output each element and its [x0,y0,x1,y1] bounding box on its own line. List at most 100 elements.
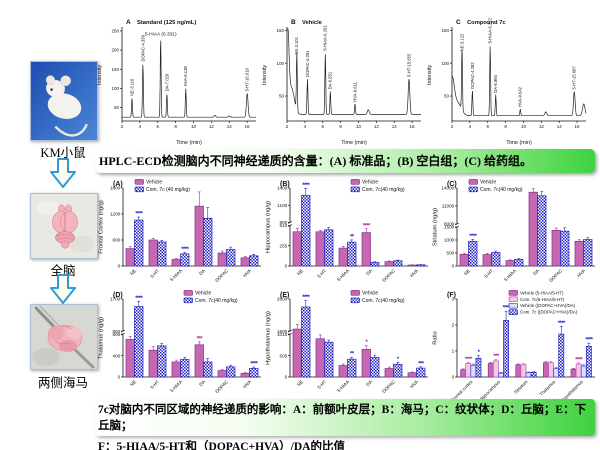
svg-text:8: 8 [174,124,177,129]
bar [470,364,477,378]
svg-text:***: *** [197,336,203,342]
svg-text:150: 150 [276,28,284,33]
svg-text:Com. 7c(5-HIAA/5-HT): Com. 7c(5-HIAA/5-HT) [520,297,565,302]
bar [384,261,394,267]
bar [393,363,403,378]
svg-text:NE-3.122: NE-3.122 [459,33,464,51]
bar [301,195,311,267]
svg-text:*: * [478,350,481,356]
bar [416,264,426,267]
whole-brain-photo [30,193,98,259]
svg-text:14: 14 [227,124,233,129]
svg-text:Hypothalamus (ng/g): Hypothalamus (ng/g) [266,311,272,365]
svg-text:5-HT: 5-HT [149,379,160,390]
bars: **** [459,188,593,267]
svg-text:DA-7.029: DA-7.029 [164,73,169,91]
svg-text:5-HT: 5-HT [483,268,494,279]
svg-text:HVA: HVA [409,379,420,390]
hippocampus-photo [30,304,98,370]
svg-text:12: 12 [539,124,545,129]
svg-text:****: **** [250,362,258,368]
svg-text:HVA: HVA [409,268,420,279]
chromatogram-vehicle: 50 100 150 2 4 6 8 10 12 14 16 Time (min) Intensity B… [260,16,425,152]
svg-text:Striatum (ng/g): Striatum (ng/g) [433,208,439,246]
svg-text:Thalamus (ng/g): Thalamus (ng/g) [99,317,105,359]
svg-text:8: 8 [339,124,342,129]
chromatogram-standard: 50 100 150 200 250 2 4 6 8 10 12 14 16 Time (min) Inte… [95,16,260,152]
svg-text:50: 50 [279,94,285,99]
bar [370,357,380,378]
bar [491,252,501,267]
svg-text:10: 10 [356,124,362,129]
bars: *********** [125,296,259,378]
bar [292,328,302,378]
svg-text:5-HT-16.019: 5-HT-16.019 [245,67,250,91]
svg-text:5-HT: 5-HT [316,268,327,279]
bar [498,372,504,378]
bar [324,341,334,378]
svg-text:****: **** [135,296,143,302]
bar [520,364,527,378]
svg-text:850: 850 [113,329,121,334]
bar [583,239,593,267]
svg-text:DA: DA [532,268,541,277]
bar [551,230,561,267]
bar [515,364,522,378]
svg-text:10: 10 [521,124,527,129]
svg-text:Vehicle: Vehicle [480,179,496,185]
bar [171,361,181,378]
bar [249,255,259,267]
whole-brain-label: 全脑 [50,264,76,278]
svg-text:DOPAC: DOPAC [214,268,229,283]
svg-text:Vehicle: Vehicle [195,290,211,296]
svg-text:510: 510 [280,223,288,228]
svg-text:A: A [126,19,131,26]
svg-text:Frontal cortex: Frontal cortex [450,379,474,400]
svg-text:1700: 1700 [110,297,121,302]
svg-text:****: **** [585,338,593,344]
svg-text:NE: NE [463,268,471,276]
bar [180,253,190,267]
svg-text:Com. 7c(40 mg/kg): Com. 7c(40 mg/kg) [362,298,405,304]
svg-text:****: **** [469,234,477,240]
svg-text:14: 14 [392,124,398,129]
bar-chart-ratio: 0 1 2 3 Ratio (F) **** *** **** * **** **** **** Fron… [431,289,598,405]
svg-text:NE-3.101: NE-3.101 [294,36,299,54]
svg-text:2: 2 [452,323,455,328]
hippocampus-label: 两侧海马 [37,376,88,390]
svg-text:DA: DA [198,379,207,388]
svg-text:HVA: HVA [576,268,587,279]
bar [570,368,577,378]
bars: **** **** [125,191,259,267]
bar [503,319,509,378]
svg-text:6: 6 [156,124,159,129]
svg-text:12: 12 [209,124,215,129]
svg-text:HVA-9.642: HVA-9.642 [518,86,523,107]
svg-text:11000: 11000 [442,204,455,209]
legend: Vehicle Com. 7c(40 mg/kg) [468,179,523,193]
bar [338,247,348,267]
svg-text:Hippocampus: Hippocampus [478,379,502,400]
bar [240,372,250,378]
svg-text:****: **** [575,357,583,363]
svg-text:****: **** [558,321,566,327]
svg-text:50: 50 [444,94,450,99]
bar [459,253,469,267]
svg-text:C: C [456,19,461,26]
brain-photo-art [31,194,97,258]
bar [226,366,236,378]
bar [203,217,213,267]
bar [384,368,394,378]
svg-text:Hypothalamus: Hypothalamus [560,379,585,400]
svg-text:14: 14 [557,124,563,129]
bar [134,219,144,267]
svg-text:1500: 1500 [444,225,455,230]
bar-chart-striatum: 0 500 1000 1500 8000 11000 14000 Striatum (ng/g… [431,178,598,294]
svg-text:DOPAC-4.339: DOPAC-4.339 [140,34,145,61]
svg-text:Vehicle: Vehicle [362,179,378,185]
svg-text:1000: 1000 [444,238,455,243]
svg-text:Vehicle: Vehicle [302,20,323,26]
